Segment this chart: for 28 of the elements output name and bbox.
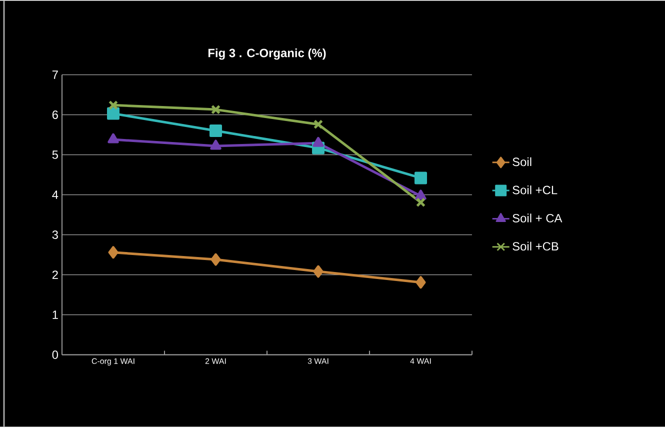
legend-label: Soil	[512, 158, 532, 166]
point	[313, 120, 324, 130]
point	[414, 172, 428, 184]
point	[312, 137, 324, 148]
y-tick-label: 5	[52, 150, 58, 160]
legend-label: Soil +CL	[512, 186, 558, 194]
point	[210, 124, 222, 138]
point	[210, 105, 221, 115]
point	[210, 140, 222, 150]
y-tick-label: 6	[52, 110, 58, 120]
point	[108, 246, 118, 259]
point	[107, 108, 120, 120]
point	[416, 276, 426, 289]
y-tick-label: 4	[52, 190, 58, 200]
y-tick-label: 2	[52, 270, 58, 280]
point	[210, 254, 221, 266]
point	[416, 198, 426, 208]
point	[108, 134, 119, 144]
legend-label: Soil +CB	[512, 242, 558, 251]
point	[108, 100, 118, 110]
chart-title: Fig 3 . C-Organic (%)	[208, 48, 326, 60]
point	[415, 190, 426, 200]
y-tick-label: 3	[52, 230, 58, 240]
legend-label: Soil + CA	[512, 214, 562, 223]
point	[313, 266, 324, 278]
y-tick-label: 0	[52, 350, 58, 360]
y-tick-label: 1	[52, 310, 58, 320]
y-tick-label: 7	[52, 70, 58, 80]
